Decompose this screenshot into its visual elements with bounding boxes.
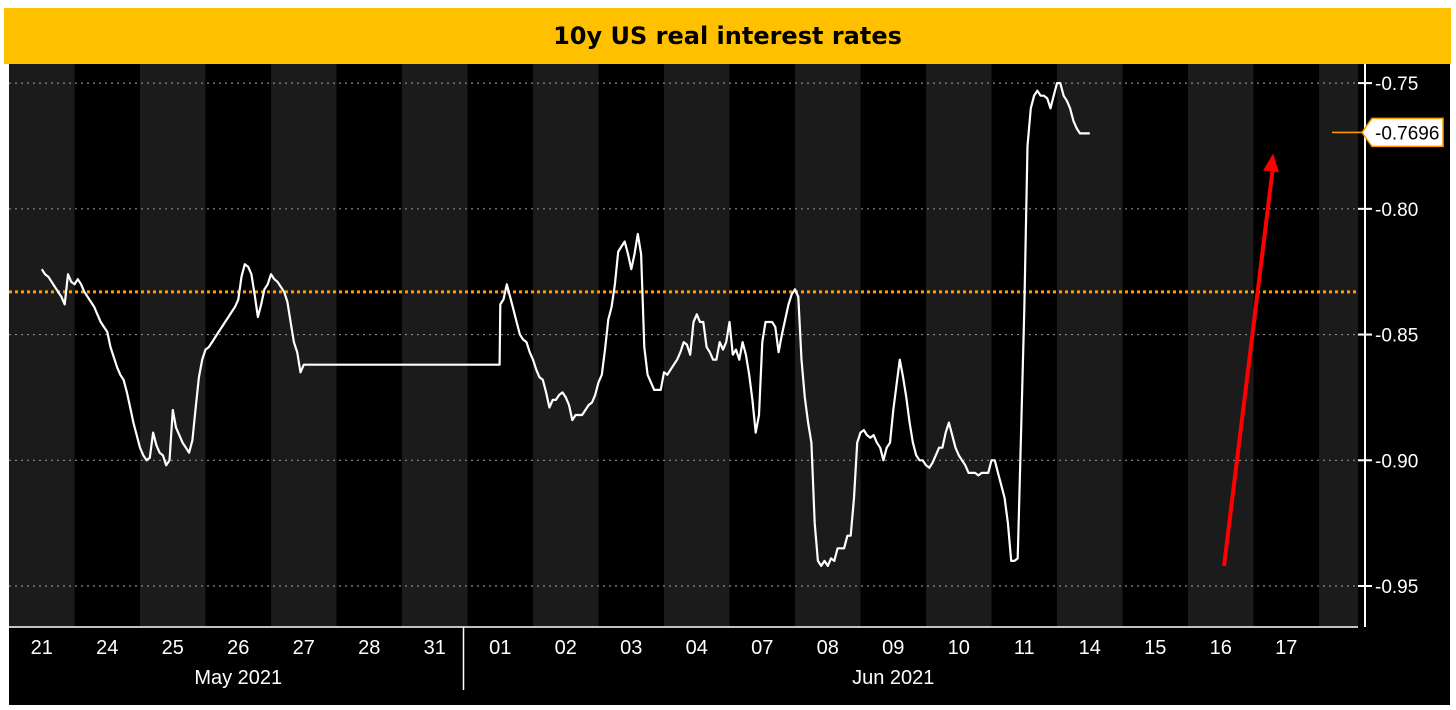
chart-title: 10y US real interest rates [553, 22, 902, 50]
x-tick-label: 17 [1275, 637, 1297, 659]
y-tick-label: -0.95 [1375, 577, 1418, 598]
x-tick-label: 09 [882, 637, 904, 659]
x-tick-label: 03 [620, 637, 642, 659]
y-tick-label: -0.85 [1375, 326, 1418, 347]
day-band [1188, 64, 1254, 627]
y-tick-label: -0.80 [1375, 200, 1418, 221]
day-band [402, 64, 468, 627]
annotation-arrow-group [1222, 153, 1279, 567]
x-tick-label: 15 [1144, 637, 1166, 659]
x-tick-label: 08 [817, 637, 839, 659]
day-band [1057, 64, 1123, 627]
x-tick-label: 14 [1079, 637, 1101, 659]
y-axis: -0.75 -0.80 -0.85 -0.90 -0.95 -0.7696 [1358, 64, 1444, 627]
x-tick-label: 27 [293, 637, 315, 659]
line-chart: -0.75-0.80-0.85-0.90-0.95-0.7696 21 24 25 2… [0, 64, 1456, 710]
day-band [271, 64, 337, 627]
day-band [1319, 64, 1358, 627]
x-tick-label: 26 [227, 637, 249, 659]
last-value-tag-box [1361, 117, 1444, 148]
annotation-arrow-shaft [1222, 165, 1276, 567]
chart-title-bar: 10y US real interest rates [4, 8, 1451, 64]
series-group [40, 82, 1362, 567]
x-tick-label: 02 [555, 637, 577, 659]
x-tick-label: 01 [489, 637, 511, 659]
x-tick-label: 11 [1014, 637, 1035, 659]
x-tick-label: 24 [96, 637, 118, 659]
x-tick-label: 31 [424, 637, 446, 659]
x-tick-label: 04 [686, 637, 708, 659]
y-tick-label: -0.75 [1375, 74, 1418, 95]
x-tick-label: 25 [162, 637, 184, 659]
last-value-label: -0.7696 [1375, 123, 1439, 144]
day-band [9, 64, 75, 627]
x-axis: 21 24 25 26 27 28 31 01 02 03 04 07 08 09 10 11 14 15 16 17… [9, 626, 1358, 690]
day-band [795, 64, 861, 627]
series-line [40, 82, 1090, 567]
last-value-tag: -0.7696 [1361, 117, 1444, 148]
day-bands [9, 64, 1358, 627]
y-tick-label: -0.90 [1375, 451, 1418, 472]
x-tick-label: 16 [1210, 637, 1232, 659]
annotation-arrow-head [1263, 153, 1279, 173]
day-band [533, 64, 599, 627]
month-label: May 2021 [194, 667, 282, 689]
x-tick-label: 10 [948, 637, 970, 659]
day-band [140, 64, 206, 627]
day-band [926, 64, 992, 627]
x-tick-label: 21 [31, 637, 53, 659]
x-tick-label: 07 [751, 637, 773, 659]
x-tick-label: 28 [358, 637, 380, 659]
month-label: Jun 2021 [852, 667, 934, 689]
